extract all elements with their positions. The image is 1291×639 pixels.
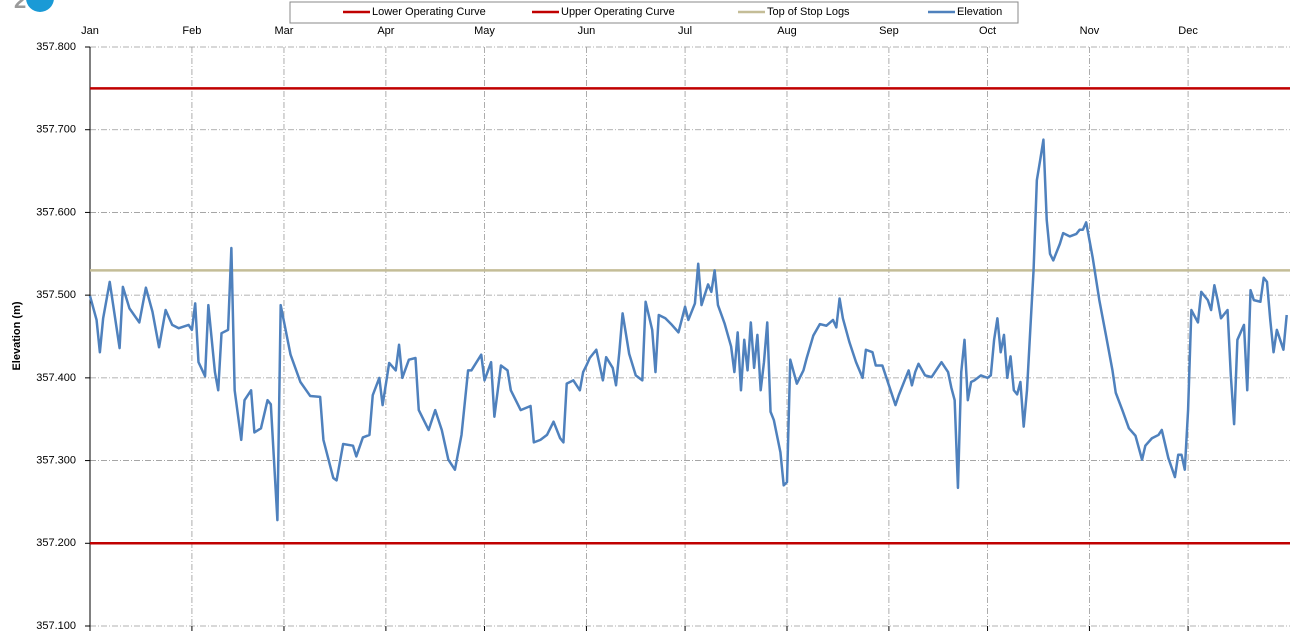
y-tick-label: 357.800 bbox=[36, 41, 76, 53]
y-tick-label: 357.600 bbox=[36, 206, 76, 218]
x-tick-label: Jun bbox=[578, 25, 596, 37]
legend-label: Elevation bbox=[957, 6, 1002, 18]
legend-box bbox=[289, 1, 1019, 24]
x-tick-label: Dec bbox=[1178, 25, 1198, 37]
x-tick-label: May bbox=[474, 25, 495, 37]
y-tick-label: 357.300 bbox=[36, 454, 76, 466]
y-tick-label: 357.200 bbox=[36, 537, 76, 549]
y-axis-title: Elevation (m) bbox=[11, 301, 23, 370]
x-tick-label: Mar bbox=[274, 25, 293, 37]
y-tick-label: 357.100 bbox=[36, 620, 76, 632]
x-tick-label: Oct bbox=[979, 25, 996, 37]
data-line bbox=[88, 138, 1288, 522]
x-tick-label: Feb bbox=[182, 25, 201, 37]
x-tick-label: Jul bbox=[678, 25, 692, 37]
logo-circle bbox=[26, 0, 54, 12]
y-tick-label: 357.700 bbox=[36, 124, 76, 136]
legend-label: Lower Operating Curve bbox=[372, 6, 486, 18]
x-tick-label: Aug bbox=[777, 25, 797, 37]
x-tick-label: Jan bbox=[81, 25, 99, 37]
y-tick-label: 357.400 bbox=[36, 372, 76, 384]
y-tick-label: 357.500 bbox=[36, 289, 76, 301]
x-tick-label: Apr bbox=[377, 25, 394, 37]
x-tick-label: Sep bbox=[879, 25, 899, 37]
logo-digit: 2 bbox=[14, 0, 26, 13]
legend-label: Top of Stop Logs bbox=[767, 6, 850, 18]
legend-label: Upper Operating Curve bbox=[561, 6, 675, 18]
x-tick-label: Nov bbox=[1080, 25, 1100, 37]
